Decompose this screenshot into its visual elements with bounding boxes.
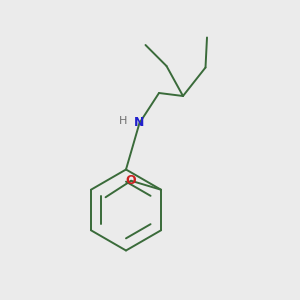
Text: N: N — [134, 116, 145, 130]
Text: H: H — [119, 116, 127, 127]
Text: O: O — [126, 174, 136, 187]
